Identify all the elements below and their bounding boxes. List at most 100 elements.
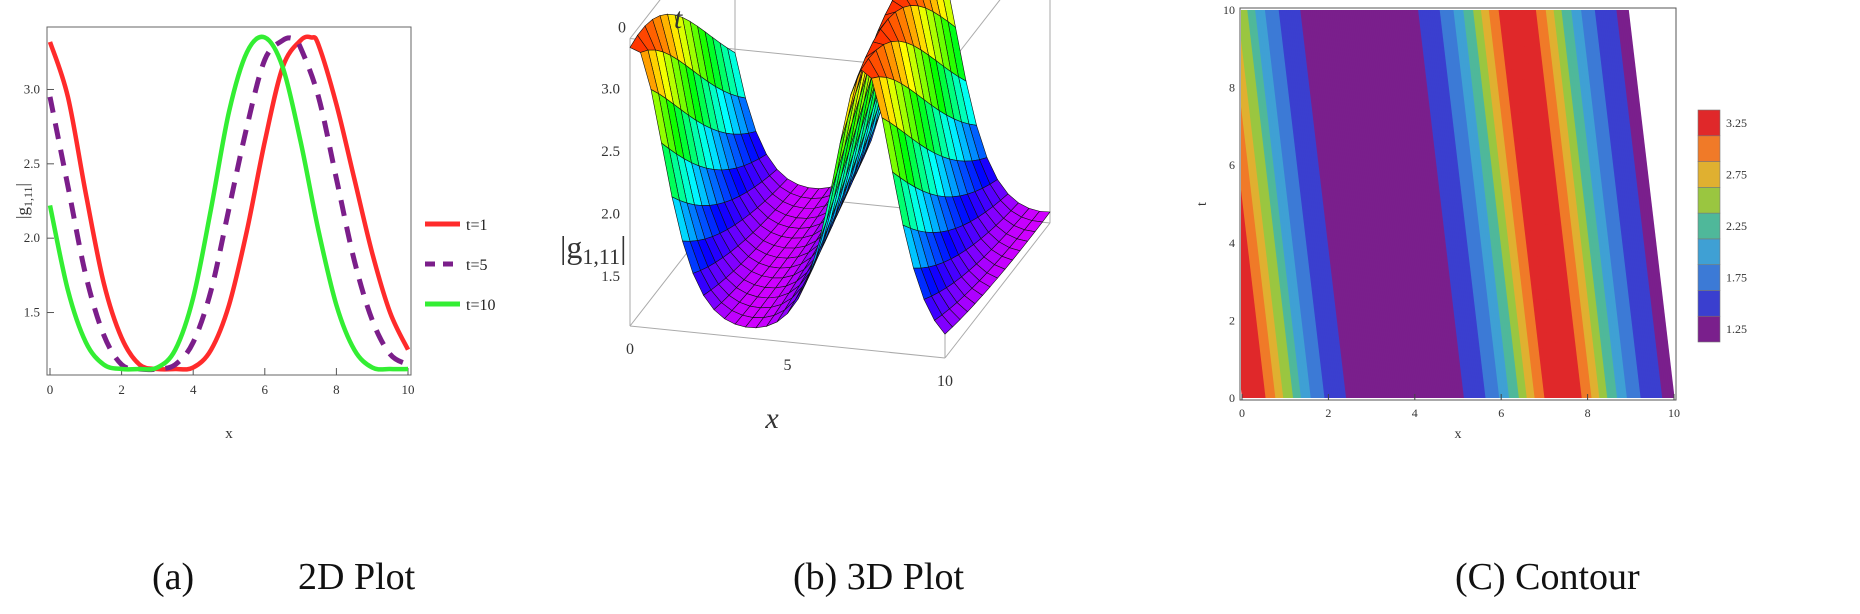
contour-band — [1620, 10, 1669, 398]
contour-band — [1508, 10, 1557, 398]
contour-band — [1602, 10, 1652, 398]
contour-band — [1290, 10, 1339, 398]
caption-a-label: (a) — [152, 556, 195, 598]
contour-band — [1351, 10, 1400, 398]
contour-band — [1233, 10, 1282, 398]
contour-band — [1461, 10, 1510, 398]
contour-band — [1278, 10, 1328, 398]
contour-band — [1437, 10, 1487, 398]
t-tick-label: 0 — [618, 20, 626, 37]
contour-band — [1514, 10, 1563, 398]
contour-band — [1245, 10, 1294, 398]
contour-band — [1624, 10, 1673, 398]
contour-band — [1288, 10, 1337, 398]
x-tick-label: 10 — [402, 382, 415, 397]
y-tick-label: 2 — [1229, 313, 1235, 327]
contour-band — [1549, 10, 1599, 398]
contour-band — [1488, 10, 1538, 398]
contour-band — [1298, 10, 1347, 398]
contour-band — [1292, 10, 1341, 398]
contour-band — [1423, 10, 1473, 398]
x-axis-label: x — [764, 402, 779, 435]
contour-band — [1541, 10, 1591, 398]
legend-label-t=5: t=5 — [466, 257, 487, 274]
contour-band — [1339, 10, 1388, 398]
x-tick-label: 6 — [262, 382, 269, 397]
contour-band — [1353, 10, 1402, 398]
contour-band — [1449, 10, 1498, 398]
contour-band — [1239, 10, 1288, 398]
contour-band — [1359, 10, 1408, 398]
contour-band — [1445, 10, 1494, 398]
contour-band — [1363, 10, 1412, 398]
x-tick-label: 8 — [333, 382, 340, 397]
contour-band — [1614, 10, 1663, 398]
y-tick-label: 4 — [1229, 236, 1235, 250]
contour-band — [1533, 10, 1583, 398]
contour-band — [1380, 10, 1430, 398]
caption-c: (C) Contour — [1455, 556, 1640, 598]
colorbar-swatch — [1697, 161, 1721, 188]
y-axis-label-main: |g — [13, 207, 32, 219]
contour-band — [1369, 10, 1418, 398]
contour-band — [1473, 10, 1522, 398]
contour-band — [1547, 10, 1597, 398]
contour-band — [1457, 10, 1506, 398]
contour-band — [1510, 10, 1559, 398]
contour-band — [1249, 10, 1298, 398]
contour-band — [1262, 10, 1312, 398]
line-chart: 0 2 4 6 8 10 1.5 2.0 2.5 3.0 x |g1,11| t=1 t=5 t=10 — [13, 26, 495, 442]
contour-band — [1241, 10, 1290, 398]
contour-band — [1272, 10, 1322, 398]
y-tick-label: 8 — [1229, 81, 1235, 95]
contour-band — [1420, 10, 1469, 398]
contour-band — [1447, 10, 1496, 398]
contour-band — [1545, 10, 1595, 398]
x-tick-label: 0 — [1239, 406, 1245, 420]
z-axis-label: |g1,11| — [560, 229, 627, 269]
contour-band — [1253, 10, 1302, 398]
mask-right — [1675, 0, 1795, 540]
panel-contour-plot: 0 2 4 6 8 10 0 2 4 6 8 10 x t 3.25 2.75 2.25 1.75 1.25 — [1180, 0, 1860, 540]
series-line-t=5 — [47, 35, 410, 373]
contour-band — [1528, 10, 1577, 398]
box-edge — [629, 325, 946, 359]
contour-band — [1563, 10, 1612, 398]
colorbar-swatch — [1697, 135, 1721, 162]
contour-band — [1396, 10, 1445, 398]
contour-band — [1418, 10, 1467, 398]
contour-band — [1251, 10, 1300, 398]
y-axis-label-sub: 1,11 — [21, 186, 35, 207]
contour-band — [1286, 10, 1335, 398]
contour-band — [1530, 10, 1579, 398]
y-tick-label: 2.0 — [24, 230, 40, 245]
surface-chart: 051005103.02.52.01.5xt|g1,11| — [560, 0, 1051, 435]
contour-band — [1557, 10, 1606, 398]
contour-band — [1280, 10, 1329, 398]
contour-band — [1585, 10, 1634, 398]
x-tick-label: 10 — [937, 373, 953, 390]
contour-band — [1583, 10, 1632, 398]
series-line-t=10 — [47, 34, 409, 372]
contour-band — [1480, 10, 1530, 398]
contour-band — [1321, 10, 1371, 398]
x-tick-label: 0 — [626, 341, 634, 358]
contour-band — [1600, 10, 1650, 398]
contour-band — [1410, 10, 1459, 398]
contour-band — [1500, 10, 1549, 398]
contour-band — [1433, 10, 1483, 398]
contour-band — [1390, 10, 1439, 398]
contour-band — [1486, 10, 1536, 398]
contour-band — [1398, 10, 1447, 398]
contour-band — [1518, 10, 1567, 398]
contour-band — [1555, 10, 1604, 398]
caption-a-text: 2D Plot — [298, 556, 416, 598]
x-tick-label: 2 — [1325, 406, 1331, 420]
contour-band — [1323, 10, 1373, 398]
contour-band — [1608, 10, 1657, 398]
colorbar-swatch — [1697, 315, 1721, 343]
x-tick-label: 10 — [1668, 406, 1680, 420]
contour-band — [1441, 10, 1491, 398]
contour-band — [1612, 10, 1661, 398]
contour-band — [1569, 10, 1618, 398]
